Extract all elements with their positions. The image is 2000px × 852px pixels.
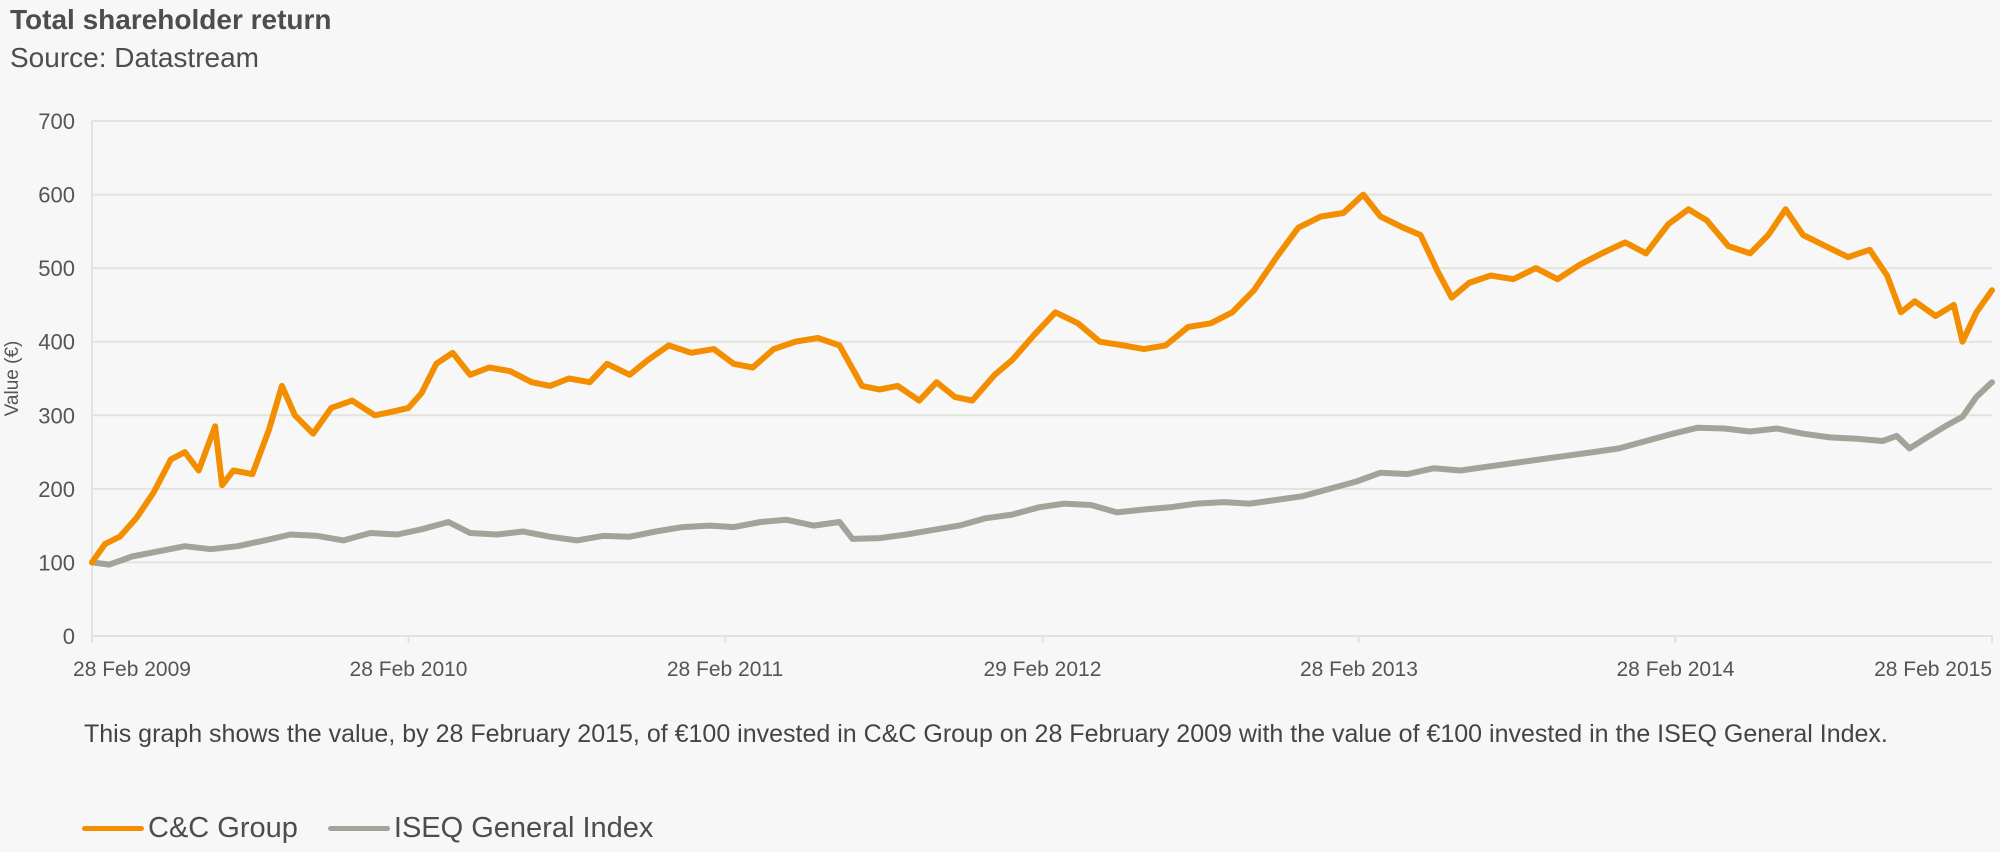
legend-swatch-cc-group bbox=[82, 826, 144, 831]
legend-label-cc-group: C&C Group bbox=[148, 812, 298, 844]
chart-title: Total shareholder return bbox=[10, 4, 332, 35]
y-tick-label-100: 100 bbox=[38, 550, 75, 575]
legend-label-iseq: ISEQ General Index bbox=[393, 812, 654, 844]
legend-item-cc-group: C&C Group bbox=[82, 812, 298, 845]
x-tick-label-5: 28 Feb 2014 bbox=[1617, 658, 1735, 681]
x-tick-label-2: 28 Feb 2011 bbox=[667, 658, 783, 681]
x-tick-label-1: 28 Feb 2010 bbox=[350, 658, 468, 681]
series-line-cc-group bbox=[89, 191, 1995, 566]
y-tick-label-700: 700 bbox=[38, 109, 75, 134]
y-tick-label-400: 400 bbox=[38, 330, 75, 355]
chart-legend: C&C Group ISEQ General Index bbox=[82, 812, 683, 845]
x-tick-label-3: 29 Feb 2012 bbox=[983, 658, 1101, 681]
chart-subtitle: Source: Datastream bbox=[10, 42, 259, 73]
y-tick-label-500: 500 bbox=[38, 256, 75, 281]
y-tick-label-200: 200 bbox=[38, 477, 75, 502]
legend-item-iseq: ISEQ General Index bbox=[327, 812, 654, 845]
series-line-iseq bbox=[89, 379, 1995, 568]
x-tick-label-0: 28 Feb 2009 bbox=[73, 658, 191, 681]
y-tick-label-300: 300 bbox=[38, 403, 75, 428]
chart-caption: This graph shows the value, by 28 Februa… bbox=[84, 720, 1888, 748]
line-chart: 0 100 200 300 400 500 600 700 Value (€) 28 Feb 20… bbox=[2, 109, 1995, 681]
y-axis-label: Value (€) bbox=[2, 341, 23, 417]
legend-swatch-iseq bbox=[327, 826, 390, 831]
x-tick-label-4: 28 Feb 2013 bbox=[1300, 658, 1418, 681]
y-tick-label-600: 600 bbox=[38, 183, 75, 208]
x-tick-label-6: 28 Feb 2015 bbox=[1874, 658, 1992, 681]
y-tick-label-0: 0 bbox=[63, 624, 75, 649]
